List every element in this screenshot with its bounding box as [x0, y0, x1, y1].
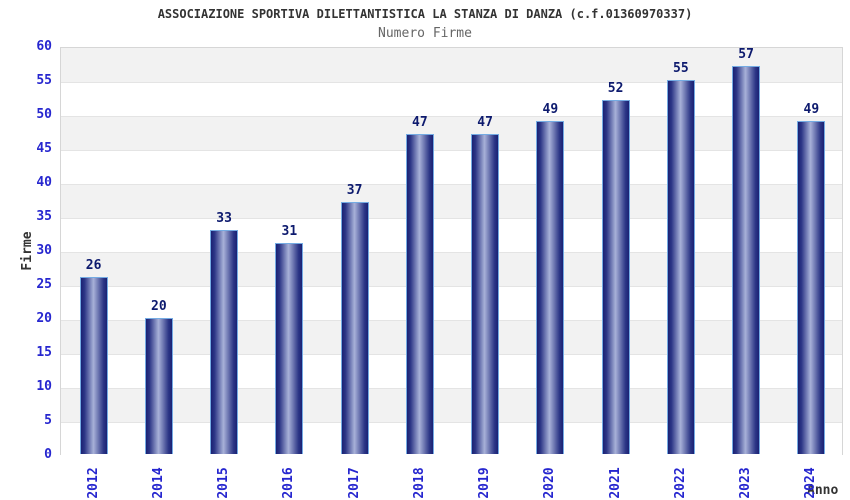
y-tick-label: 50 [36, 107, 52, 122]
plot-band [61, 218, 842, 252]
bar-2020 [536, 120, 565, 454]
bar-2022 [666, 80, 695, 454]
plot-band [61, 82, 842, 116]
x-tick-label: 2020 [541, 467, 557, 499]
bar-value-label: 37 [346, 183, 363, 199]
x-axis-title: Anno [807, 483, 839, 498]
bar-value-label: 55 [673, 61, 689, 76]
bar-value-label: 49 [803, 101, 820, 117]
y-tick-label: 25 [36, 277, 52, 292]
y-tick-label: 0 [44, 447, 52, 462]
x-tick-label: 2012 [85, 467, 101, 499]
plot-band [61, 150, 842, 184]
x-tick-label: 2016 [280, 467, 296, 499]
plot-band [61, 320, 842, 354]
bar-value-label: 20 [151, 299, 167, 314]
x-tick-label: 2018 [411, 467, 427, 499]
plot-band [61, 252, 842, 286]
x-tick-label: 2021 [607, 467, 623, 499]
bar-2023 [732, 66, 761, 454]
x-tick-label: 2014 [150, 467, 166, 499]
y-tick-label: 40 [36, 175, 52, 190]
x-tick-label: 2019 [476, 467, 492, 499]
y-tick-label: 60 [36, 39, 52, 54]
bar-value-label: 52 [607, 81, 624, 97]
x-tick-label: 2017 [346, 467, 362, 499]
bar-value-label: 57 [738, 47, 754, 63]
y-tick-label: 35 [36, 209, 52, 224]
plot-band [61, 286, 842, 320]
plot-band [61, 116, 842, 150]
y-tick-label: 5 [44, 413, 52, 428]
x-tick-label: 2022 [672, 467, 688, 499]
y-tick-label: 45 [36, 141, 52, 156]
bar-value-label: 47 [412, 115, 428, 131]
plot-band [61, 422, 842, 456]
bar-2018 [405, 134, 434, 454]
bar-2024 [797, 120, 826, 454]
y-tick-label: 55 [36, 73, 52, 88]
chart-subtitle: Numero Firme [378, 26, 472, 41]
bar-2014 [144, 318, 173, 454]
bar-2019 [471, 134, 500, 454]
chart-title: ASSOCIAZIONE SPORTIVA DILETTANTISTICA LA… [157, 7, 693, 21]
plot-band [61, 184, 842, 218]
plot-band [61, 388, 842, 422]
plot-band [61, 354, 842, 388]
x-tick-label: 2024 [802, 467, 818, 499]
bar-value-label: 31 [281, 224, 298, 240]
y-tick-label: 15 [36, 345, 52, 360]
y-tick-label: 10 [36, 379, 52, 394]
bar-value-label: 49 [542, 101, 559, 117]
bar-2015 [210, 229, 239, 454]
bar-value-label: 33 [216, 210, 232, 226]
x-tick-label: 2015 [215, 467, 231, 499]
bar-value-label: 47 [477, 115, 493, 131]
y-tick-label: 20 [36, 311, 52, 326]
bar-2012 [79, 277, 108, 454]
bar-2017 [340, 202, 369, 454]
x-tick-label: 2023 [737, 467, 753, 499]
plot-area: 26 20 33 31 37 47 47 49 52 55 57 49 [60, 47, 843, 456]
bar-value-label: 26 [85, 258, 102, 274]
y-tick-label: 30 [36, 243, 52, 258]
bar-2021 [601, 100, 630, 454]
bar-2016 [275, 243, 304, 454]
plot-band [61, 48, 842, 82]
